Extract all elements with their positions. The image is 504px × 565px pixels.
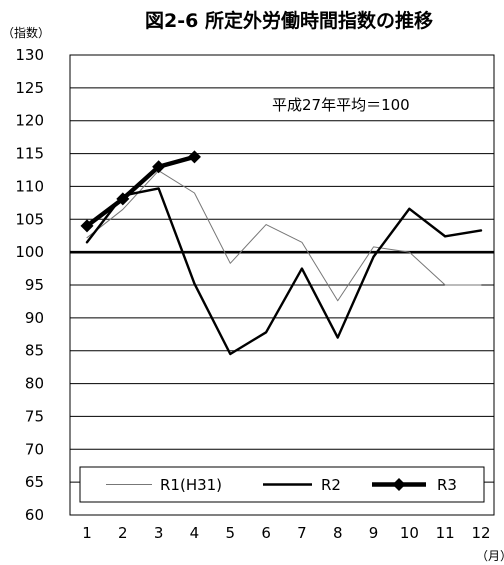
data-point-r3 [187, 150, 201, 164]
legend-label-r1: R1(H31) [160, 476, 222, 494]
annotation-baseline: 平成27年平均＝100 [272, 96, 410, 114]
y-tick-label: 120 [15, 112, 44, 130]
x-axis-unit-label: （月） [476, 549, 504, 563]
y-tick-label: 85 [25, 342, 44, 360]
y-tick-label: 125 [15, 79, 44, 97]
y-axis-unit-label: （指数） [2, 25, 50, 40]
series-line-r1 [86, 170, 482, 302]
x-tick-label: 3 [154, 524, 164, 542]
x-tick-label: 1 [82, 524, 92, 542]
x-tick-label: 4 [190, 524, 200, 542]
legend-marker-r3 [392, 478, 406, 491]
series-line-r3 [84, 154, 197, 229]
legend-label-r3: R3 [437, 476, 457, 494]
grid-lines [70, 87, 494, 483]
plot-area-border [69, 54, 495, 516]
data-point-r3 [116, 192, 130, 206]
x-tick-label: 9 [369, 524, 379, 542]
y-tick-label: 60 [25, 506, 44, 524]
y-tick-label: 105 [15, 210, 44, 228]
series-line-r2 [85, 187, 483, 356]
data-point-r3 [152, 160, 166, 174]
x-tick-label: 11 [436, 524, 455, 542]
x-axis-ticks: 1 2 3 4 5 6 7 8 9 10 11 12 [82, 524, 490, 542]
x-tick-label: 2 [118, 524, 128, 542]
x-tick-label: 12 [471, 524, 490, 542]
y-tick-label: 115 [15, 145, 44, 163]
y-tick-label: 130 [15, 46, 44, 64]
legend-label-r2: R2 [321, 476, 341, 494]
y-tick-label: 75 [25, 407, 44, 425]
x-tick-label: 5 [225, 524, 235, 542]
y-tick-label: 70 [25, 440, 44, 458]
x-tick-label: 10 [400, 524, 419, 542]
y-tick-label: 110 [15, 177, 44, 195]
y-tick-label: 80 [25, 375, 44, 393]
chart-title: 図2-6 所定外労働時間指数の推移 [145, 9, 433, 32]
y-tick-label: 95 [25, 276, 44, 294]
series-group [80, 150, 483, 356]
data-point-r3 [80, 219, 94, 233]
y-tick-label: 65 [25, 473, 44, 491]
x-tick-label: 7 [297, 524, 307, 542]
x-tick-label: 8 [333, 524, 343, 542]
x-tick-label: 6 [261, 524, 271, 542]
y-tick-label: 100 [15, 243, 44, 261]
y-axis-ticks: 60 65 70 75 80 85 90 95 100 105 110 115 120 125 130 [15, 46, 44, 524]
legend: R1(H31) R2 R3 [79, 466, 485, 503]
y-tick-label: 90 [25, 309, 44, 327]
